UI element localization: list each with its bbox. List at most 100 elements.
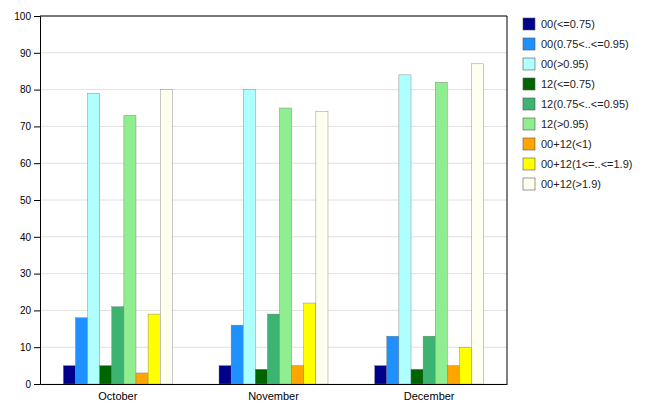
legend-swatch [523, 58, 535, 70]
bar [375, 366, 387, 384]
tick-label: 60 [20, 158, 32, 169]
tick-mark [34, 237, 40, 238]
legend-label: 12(<=0.75) [541, 78, 595, 90]
y-tick: 60 [20, 158, 40, 169]
tick-label: November [248, 390, 299, 402]
legend-swatch [523, 98, 535, 110]
tick-mark [34, 126, 40, 127]
legend-label: 00+12(<1) [541, 138, 592, 150]
tick-label: 90 [20, 48, 32, 59]
bar-series [160, 64, 483, 384]
tick-mark [34, 90, 40, 91]
x-axis: October November December [41, 385, 508, 402]
bar-series [124, 82, 447, 384]
bar-series [136, 366, 459, 384]
y-tick: 90 [20, 48, 40, 59]
tick-mark [34, 200, 40, 201]
legend-swatch [523, 158, 535, 170]
legend-swatch [523, 118, 535, 130]
legend-item: 12(<=0.75) [523, 78, 595, 90]
tick-label: October [98, 390, 137, 402]
bar [472, 64, 484, 384]
tick-label: 50 [20, 195, 32, 206]
y-tick: 50 [20, 195, 40, 206]
y-tick: 30 [20, 268, 40, 279]
bar [231, 325, 243, 384]
tick-mark [34, 163, 40, 164]
bar [316, 112, 328, 384]
legend-label: 00(<=0.75) [541, 18, 595, 30]
legend-label: 00+12(1<=..<=1.9) [541, 158, 632, 170]
legend-label: 00(0.75<..<=0.95) [541, 38, 629, 50]
y-tick: 80 [20, 84, 40, 95]
legend-item: 00(<=0.75) [523, 18, 595, 30]
legend-item: 00(0.75<..<=0.95) [523, 38, 629, 50]
legend: 00(<=0.75) 00(0.75<..<=0.95) 00(>0.95) 12(<… [523, 18, 632, 190]
x-tick: November [248, 390, 299, 402]
plot-frame [40, 16, 507, 17]
tick-mark [34, 16, 40, 17]
tick-label: 100 [14, 11, 31, 22]
plot-frame [507, 16, 508, 384]
grid-line [40, 16, 507, 17]
tick-mark [34, 274, 40, 275]
bar [423, 336, 435, 384]
legend-item: 00+12(<1) [523, 138, 592, 150]
tick-label: 30 [20, 268, 32, 279]
y-tick: 70 [20, 121, 40, 132]
bar [255, 369, 267, 384]
legend-swatch [523, 138, 535, 150]
legend-item: 12(0.75<..<=0.95) [523, 98, 629, 110]
bar [136, 373, 148, 384]
legend-label: 00+12(>1.9) [541, 178, 601, 190]
legend-item: 00+12(>1.9) [523, 178, 601, 190]
x-tick: December [404, 390, 455, 402]
y-tick: 100 [14, 11, 40, 22]
tick-mark [34, 347, 40, 348]
y-tick: 0 [25, 379, 40, 390]
bar [387, 336, 399, 384]
bar [148, 314, 160, 384]
tick-label: December [404, 390, 455, 402]
bar [243, 90, 255, 384]
bar [100, 366, 112, 384]
legend-item: 00+12(1<=..<=1.9) [523, 158, 632, 170]
chart-svg: 0 10 20 30 40 50 60 70 80 90 100 October November Dec… [0, 0, 667, 416]
legend-label: 12(0.75<..<=0.95) [541, 98, 629, 110]
grid-line [40, 52, 507, 53]
tick-label: 20 [20, 305, 32, 316]
bar [411, 369, 423, 384]
bar [75, 318, 87, 384]
bars [63, 64, 483, 384]
grid [40, 16, 507, 384]
tick-label: 70 [20, 121, 32, 132]
bar [435, 82, 447, 384]
chart-container: 0 10 20 30 40 50 60 70 80 90 100 October November Dec… [0, 0, 667, 416]
axis-line [41, 384, 508, 385]
bar [88, 93, 100, 384]
y-tick: 40 [20, 232, 40, 243]
bar [447, 366, 459, 384]
tick-mark [34, 384, 40, 385]
tick-label: 40 [20, 232, 32, 243]
bar [267, 314, 279, 384]
bar [124, 115, 136, 384]
tick-label: 80 [20, 84, 32, 95]
tick-label: 10 [20, 342, 32, 353]
bar [219, 366, 231, 384]
legend-swatch [523, 38, 535, 50]
bar [63, 366, 75, 384]
bar [292, 366, 304, 384]
tick-mark [34, 53, 40, 54]
axis-line [34, 17, 41, 385]
bar [160, 90, 172, 384]
bar [399, 75, 411, 384]
legend-swatch [523, 18, 535, 30]
y-axis: 0 10 20 30 40 50 60 70 80 90 100 [14, 11, 40, 390]
bar [280, 108, 292, 384]
tick-mark [34, 310, 40, 311]
y-tick: 20 [20, 305, 40, 316]
legend-label: 00(>0.95) [541, 58, 588, 70]
legend-label: 12(>0.95) [541, 118, 588, 130]
plot: 0 10 20 30 40 50 60 70 80 90 100 October November Dec… [14, 11, 507, 402]
